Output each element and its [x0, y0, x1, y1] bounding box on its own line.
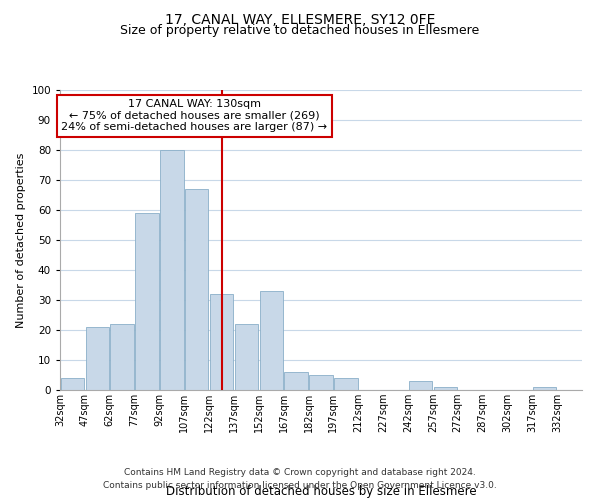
Y-axis label: Number of detached properties: Number of detached properties — [16, 152, 26, 328]
Bar — [309, 375, 333, 390]
Bar — [235, 324, 258, 390]
Bar — [61, 378, 84, 390]
Bar — [434, 387, 457, 390]
Text: Contains HM Land Registry data © Crown copyright and database right 2024.
Contai: Contains HM Land Registry data © Crown c… — [103, 468, 497, 490]
Bar — [185, 189, 208, 390]
Bar — [210, 294, 233, 390]
Text: Size of property relative to detached houses in Ellesmere: Size of property relative to detached ho… — [121, 24, 479, 37]
X-axis label: Distribution of detached houses by size in Ellesmere: Distribution of detached houses by size … — [166, 485, 476, 498]
Bar — [334, 378, 358, 390]
Text: 17, CANAL WAY, ELLESMERE, SY12 0FE: 17, CANAL WAY, ELLESMERE, SY12 0FE — [165, 12, 435, 26]
Bar — [533, 387, 556, 390]
Bar — [86, 327, 109, 390]
Bar — [260, 291, 283, 390]
Text: 17 CANAL WAY: 130sqm
← 75% of detached houses are smaller (269)
24% of semi-deta: 17 CANAL WAY: 130sqm ← 75% of detached h… — [61, 99, 327, 132]
Bar — [135, 213, 159, 390]
Bar — [409, 381, 432, 390]
Bar — [110, 324, 134, 390]
Bar — [160, 150, 184, 390]
Bar — [284, 372, 308, 390]
